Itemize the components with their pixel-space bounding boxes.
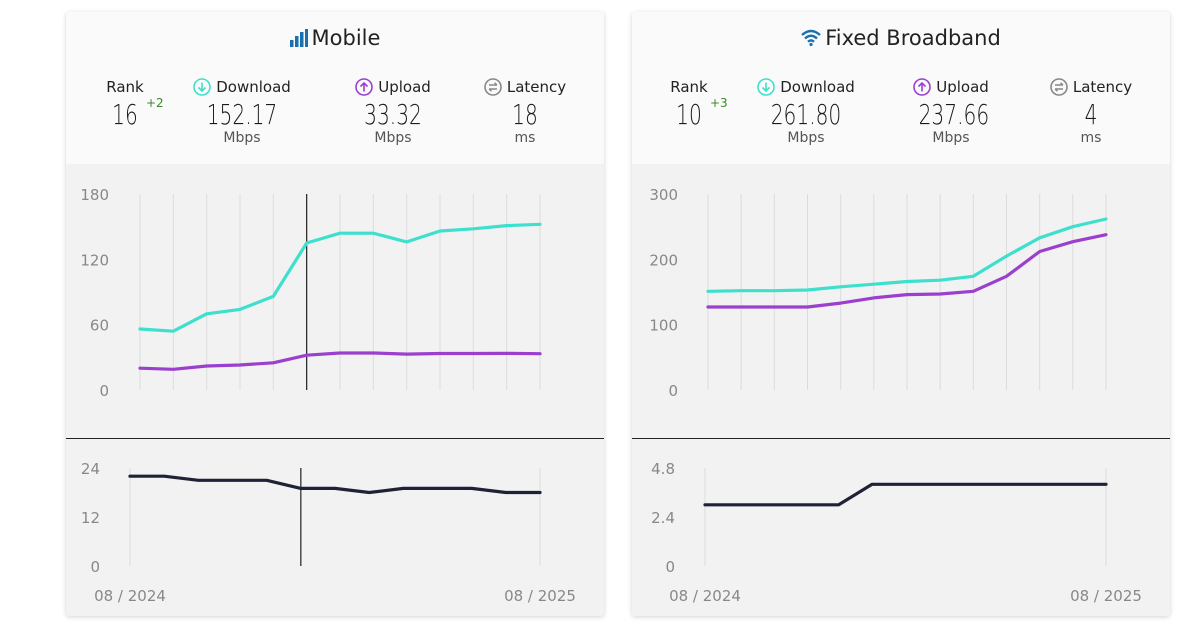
chart-divider (66, 438, 604, 439)
upload-arrow-icon (913, 78, 932, 96)
latency-value: 18 (512, 98, 538, 131)
y-tick-label: 0 (99, 382, 109, 400)
mobile-latency-chart: 0 12 24 08 / 2024 08 / 2025 (81, 460, 576, 605)
upload-label-text: Upload (936, 78, 989, 96)
download-unit: Mbps (787, 130, 825, 146)
y-tick-label: 200 (649, 251, 678, 269)
fixed-download: Download 261.80 Mbps (756, 78, 856, 146)
fixed-latency: Latency 4 ms (1046, 78, 1136, 146)
download-label: Download (192, 78, 292, 96)
upload-value: 33.32 (364, 98, 422, 131)
download-unit: Mbps (223, 130, 261, 146)
mobile-rank: Rank 16 (100, 78, 150, 130)
upload-unit: Mbps (932, 130, 970, 146)
download-label-text: Download (216, 78, 291, 96)
latency-label: Latency (480, 78, 570, 96)
latency-label: Latency (1046, 78, 1136, 96)
rank-change: +3 (710, 96, 728, 110)
series-line-upload (138, 351, 542, 371)
fixed-rank: Rank 10 (664, 78, 714, 130)
latency-unit: ms (514, 130, 536, 146)
fixed-title-text: Fixed Broadband (825, 26, 1001, 50)
chart-divider (632, 438, 1170, 439)
upload-label-text: Upload (378, 78, 431, 96)
latency-icon (1050, 78, 1068, 96)
latency-label-text: Latency (1072, 78, 1133, 96)
download-value: 261.80 (770, 98, 842, 131)
rank-value: 10 (676, 98, 702, 131)
fixed-upload: Upload 237.66 Mbps (906, 78, 996, 146)
y-tick-label: 0 (668, 382, 678, 400)
upload-unit: Mbps (374, 130, 412, 146)
mobile-title: Mobile (66, 26, 604, 50)
y-tick-label: 24 (81, 460, 100, 478)
download-label-text: Download (780, 78, 855, 96)
y-tick-label: 0 (665, 558, 675, 576)
mobile-download: Download 152.17 Mbps (192, 78, 292, 146)
wifi-icon (801, 29, 822, 47)
x-tick-label: 08 / 2024 (669, 587, 741, 605)
fixed-broadband-card: Fixed Broadband Rank 10 +3 Download 261.… (632, 12, 1170, 616)
mobile-summary: Mobile Rank 16 +2 Download 152.17 Mbps U (66, 12, 604, 164)
y-tick-label: 12 (81, 509, 100, 527)
fixed-summary: Fixed Broadband Rank 10 +3 Download 261.… (632, 12, 1170, 164)
mobile-card: Mobile Rank 16 +2 Download 152.17 Mbps U (66, 12, 604, 616)
y-tick-label: 4.8 (651, 460, 675, 478)
y-tick-label: 100 (649, 317, 678, 335)
rank-value: 16 (112, 98, 138, 131)
fixed-title: Fixed Broadband (632, 26, 1170, 50)
y-tick-label: 120 (80, 251, 109, 269)
fixed-latency-chart: 0 2.4 4.8 08 / 2024 08 / 2025 (651, 460, 1142, 605)
y-tick-label: 2.4 (651, 509, 675, 527)
download-value: 152.17 (206, 98, 278, 131)
x-tick-label: 08 / 2025 (1070, 587, 1142, 605)
latency-value: 4 (1084, 98, 1098, 131)
series-line-latency (703, 482, 1108, 507)
y-tick-label: 180 (80, 186, 109, 204)
latency-label-text: Latency (506, 78, 567, 96)
x-tick-label: 08 / 2024 (94, 587, 166, 605)
mobile-upload: Upload 33.32 Mbps (348, 78, 438, 146)
upload-arrow-icon (355, 78, 374, 96)
upload-label: Upload (906, 78, 996, 96)
download-label: Download (756, 78, 856, 96)
rank-label: Rank (106, 78, 144, 96)
upload-value: 237.66 (918, 98, 990, 131)
download-arrow-icon (757, 78, 776, 96)
series-line-upload (706, 233, 1108, 309)
mobile-latency: Latency 18 ms (480, 78, 570, 146)
y-tick-label: 0 (90, 558, 100, 576)
rank-label: Rank (670, 78, 708, 96)
series-line-download (706, 217, 1108, 293)
y-tick-label: 60 (90, 317, 109, 335)
series-line-latency (128, 474, 542, 495)
rank-change: +2 (146, 96, 164, 110)
x-tick-label: 08 / 2025 (504, 587, 576, 605)
mobile-speed-chart: 0 60 120 180 (80, 186, 542, 400)
series-line-download (138, 222, 542, 333)
fixed-speed-chart: 0 100 200 300 (649, 186, 1108, 400)
mobile-title-text: Mobile (311, 26, 381, 50)
upload-label: Upload (348, 78, 438, 96)
signal-bars-icon (289, 29, 308, 47)
latency-icon (484, 78, 502, 96)
latency-unit: ms (1080, 130, 1102, 146)
y-tick-label: 300 (649, 186, 678, 204)
download-arrow-icon (193, 78, 212, 96)
